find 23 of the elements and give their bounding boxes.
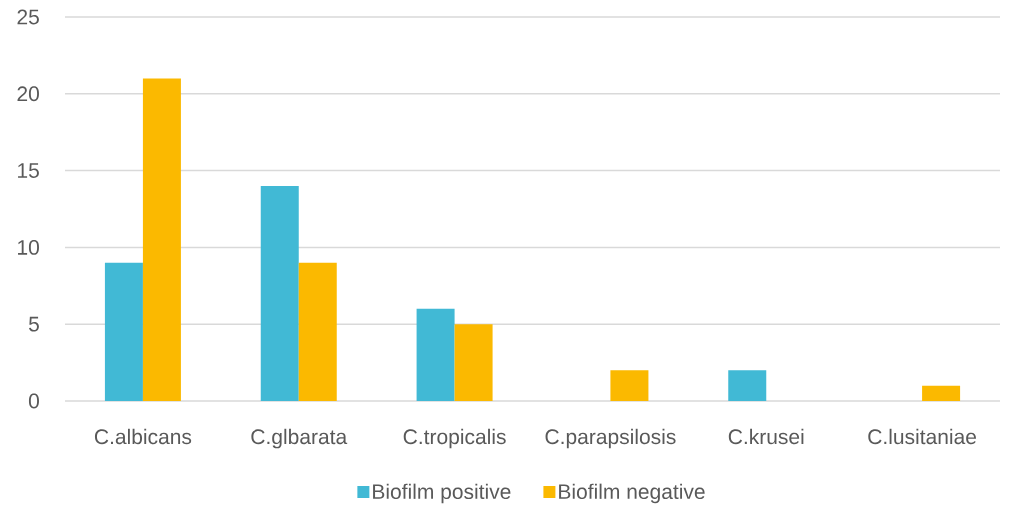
x-tick-label: C.albicans [94,428,192,445]
y-tick-label: 20 [17,86,39,102]
bar [104,262,143,401]
y-tick-label: 25 [17,9,39,25]
legend-label: Biofilm negative [559,483,705,504]
y-tick-label: 5 [28,316,39,332]
bar [260,185,299,401]
x-tick-label: C.parapsilosis [545,428,676,449]
y-tick-label: 0 [28,393,39,409]
bar [922,385,961,401]
bar [454,324,493,401]
bar [416,308,455,401]
x-tick-label: C.lusitaniae [868,428,976,445]
x-tick-label: C.glbarata [251,428,348,449]
bar [298,262,337,401]
y-tick-label: 15 [18,163,39,178]
bar [610,370,649,401]
x-tick-label: C.krusei [728,428,804,445]
y-tick-label: 10 [18,239,39,255]
x-tick-label: C.tropicalis [403,428,506,449]
bar [142,78,181,401]
legend-label: Biofilm positive [373,483,511,504]
bar [728,370,767,401]
